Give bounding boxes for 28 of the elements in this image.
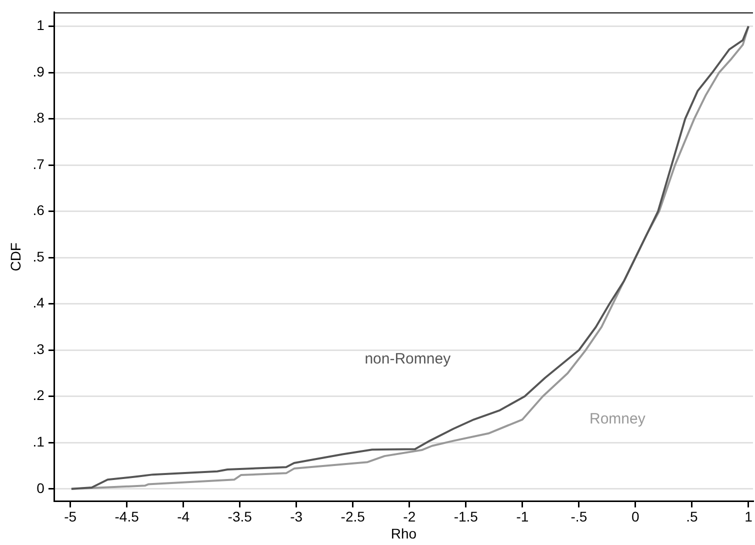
y-tick-label: .6	[32, 202, 45, 218]
y-tick-label: .2	[32, 387, 45, 404]
x-tick-label: 1	[744, 508, 753, 525]
x-tick-label: -.5	[570, 508, 588, 525]
y-tick-label: .8	[32, 110, 45, 126]
y-tick-label: 0	[36, 480, 45, 496]
y-tick-label: .1	[32, 434, 45, 450]
x-tick-label: -5	[64, 508, 77, 525]
x-tick-label: -4	[177, 508, 190, 525]
x-tick-label: -4.5	[114, 508, 140, 525]
x-axis-title: Rho	[390, 525, 417, 542]
x-tick-label: -1	[516, 508, 529, 525]
y-tick-label: .9	[32, 63, 45, 80]
x-tick-label: -3.5	[228, 508, 252, 525]
text: non-Romney	[364, 350, 452, 368]
y-tick-label: 1	[36, 17, 45, 34]
x-tick-label: -2	[403, 508, 416, 525]
x-tick-label: -1.5	[454, 508, 478, 525]
text: Romney	[589, 410, 646, 428]
x-tick-label: -2.5	[340, 508, 366, 525]
x-tick-label: -3	[290, 508, 303, 525]
y-axis-title: CDF	[7, 242, 24, 272]
y-tick-label: .5	[32, 248, 45, 264]
y-tick-label: .7	[32, 156, 45, 172]
x-tick-label: 0	[632, 508, 640, 525]
y-tick-label: .3	[32, 340, 45, 357]
y-tick-label: .4	[32, 294, 45, 311]
x-tick-label: .5	[686, 508, 698, 525]
